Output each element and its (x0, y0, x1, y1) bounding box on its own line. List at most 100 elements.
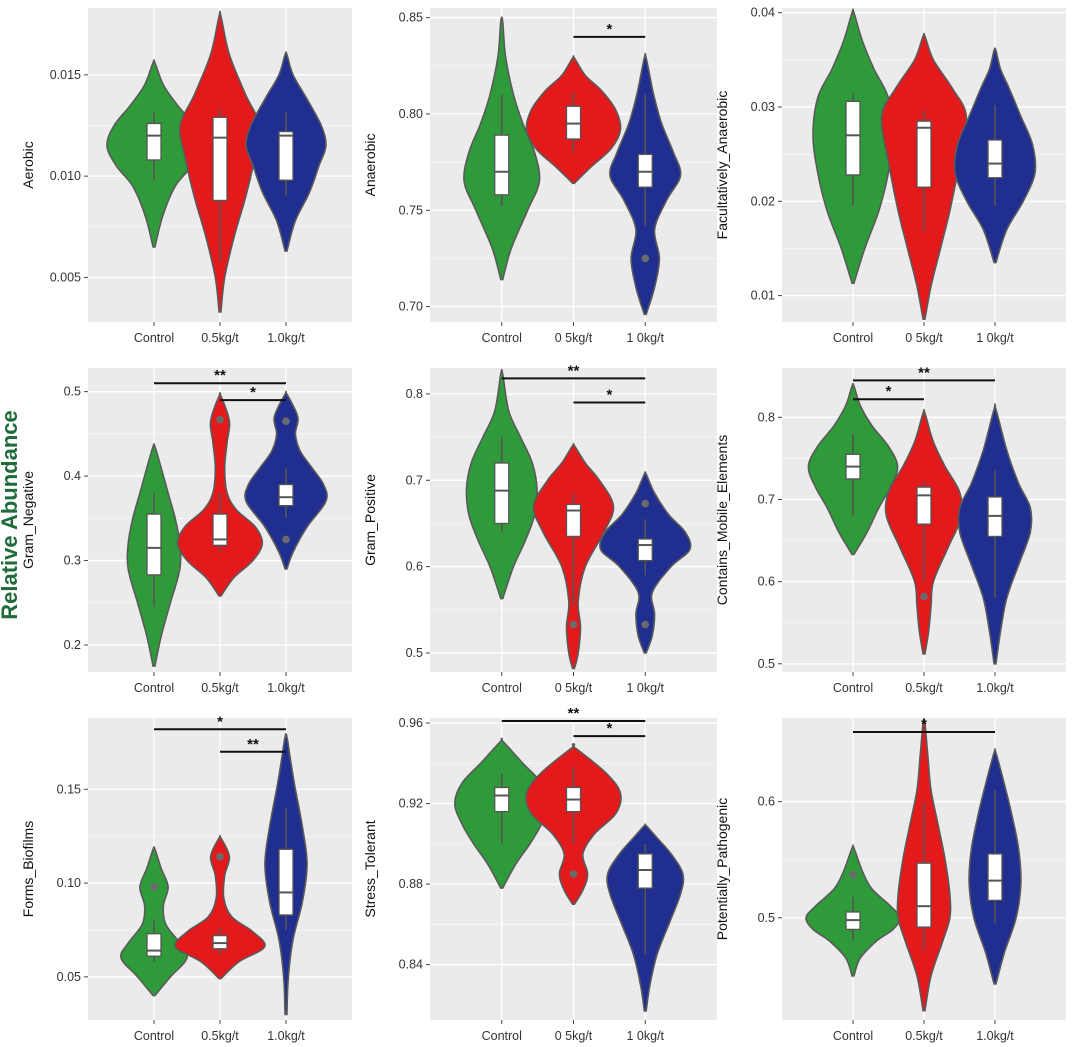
box-iqr (565, 503, 582, 538)
outlier-point (641, 499, 650, 508)
outlier-point (569, 620, 578, 629)
y-tick-label: 0.92 (399, 797, 423, 811)
x-tick-label: 1.0kg/t (267, 681, 305, 695)
x-tick-label: Control (482, 331, 522, 345)
y-tick-label: 0.02 (751, 194, 775, 208)
y-tick-label: 0.96 (399, 716, 423, 730)
y-tick-label: 0.88 (399, 877, 423, 891)
y-tick-label: 0.7 (406, 473, 423, 487)
y-tick-label: 0.75 (399, 203, 423, 217)
significance-label: ** (918, 364, 930, 381)
x-tick-label: Control (833, 1029, 873, 1043)
panel-potentially-pathogenic: 0.5 0.6 Control 0.5kg/t 1.0kg/t Potentially_P… (714, 716, 1066, 1043)
y-tick-label: 0.5 (406, 646, 423, 660)
x-tick-label: 1.0kg/t (976, 681, 1014, 695)
significance-label: * (886, 383, 892, 400)
x-tick-label: 0.5kg/t (905, 681, 943, 695)
box-iqr (278, 130, 294, 181)
box-iqr (212, 116, 228, 202)
significance-label: * (606, 720, 612, 737)
y-tick-label: 0.8 (758, 410, 775, 424)
y-tick-label: 0.10 (57, 876, 81, 890)
panel-forms-biofilms: 0.05 0.10 0.15 Control 0.5kg/t 1.0kg/t Forms_B… (20, 713, 352, 1043)
y-tick-label: 0.7 (758, 492, 775, 506)
box-iqr (146, 933, 162, 957)
x-tick-label: Control (833, 331, 873, 345)
box-iqr (146, 513, 162, 576)
x-tick-label: 0.5kg/t (201, 331, 239, 345)
x-tick-label: 0 5kg/t (555, 681, 593, 695)
y-axis-label: Anaerobic (362, 133, 378, 196)
y-axis-label: Aerobic (20, 141, 36, 188)
outlier-point (150, 883, 158, 891)
significance-label: ** (247, 736, 259, 753)
significance-label: ** (568, 362, 580, 379)
x-tick-label: Control (482, 1029, 522, 1043)
panel-gram-negative: 0.2 0.3 0.4 0.5 Control 0.5kg/t 1.0kg/t Gram_Ne… (20, 367, 352, 695)
y-tick-label: 0.5 (758, 911, 775, 925)
x-tick-label: Control (134, 681, 174, 695)
panel-facultatively-anaerobic: 0.01 0.02 0.03 0.04 Control 0 5kg/t 1 0kg/t Fac… (714, 6, 1066, 345)
y-tick-label: 0.5 (758, 657, 775, 671)
y-axis-label: Stress_Tolerant (362, 820, 378, 917)
outlier-point (849, 871, 857, 879)
box-iqr (916, 862, 932, 928)
significance-label: * (250, 384, 256, 401)
y-tick-label: 0.84 (399, 958, 423, 972)
y-axis-label: Forms_Biofilms (20, 821, 36, 917)
outlier-point (641, 620, 650, 629)
box-iqr (494, 786, 510, 813)
panel-aerobic: 0.005 0.010 0.015 Control 0.5kg/t 1.0kg/t Aero… (20, 8, 352, 345)
box-iqr (637, 538, 653, 562)
x-tick-label: 0 5kg/t (555, 331, 593, 345)
box-iqr (494, 134, 510, 196)
x-tick-label: Control (482, 681, 522, 695)
outlier-point (282, 535, 290, 544)
significance-label: * (606, 21, 612, 38)
y-tick-label: 0.6 (758, 575, 775, 589)
y-tick-label: 0.010 (50, 169, 81, 183)
panel-contains-mobile-elements: 0.5 0.6 0.7 0.8 Control 0.5kg/t 1.0kg/t Contain… (714, 364, 1066, 695)
panel-stress-tolerant: 0.84 0.88 0.92 0.96 Control 0 5kg/t 1 0kg/t Str… (362, 705, 717, 1043)
x-tick-label: 1.0kg/t (267, 1029, 305, 1043)
box-iqr (212, 513, 228, 546)
y-axis-label: Gram_Positive (362, 474, 378, 566)
y-tick-label: 0.6 (406, 560, 423, 574)
x-tick-label: 1.0kg/t (976, 1029, 1014, 1043)
outlier-point (282, 417, 290, 426)
y-tick-label: 0.2 (64, 638, 81, 652)
significance-label: * (921, 716, 927, 733)
violin-1 (174, 834, 266, 980)
box-iqr (278, 483, 294, 507)
significance-label: * (217, 713, 223, 730)
outlier-point (569, 870, 578, 878)
outlier-point (216, 853, 224, 861)
x-tick-label: Control (134, 1029, 174, 1043)
y-tick-label: 0.01 (751, 289, 775, 303)
x-tick-label: 1 0kg/t (626, 681, 664, 695)
y-tick-label: 0.015 (50, 68, 81, 82)
box-iqr (916, 486, 932, 525)
outlier-point (920, 592, 928, 601)
x-tick-label: 0.5kg/t (201, 681, 239, 695)
y-tick-label: 0.4 (64, 469, 81, 483)
outlier-point (641, 254, 650, 263)
y-tick-label: 0.5 (64, 385, 81, 399)
y-tick-label: 0.04 (751, 6, 775, 20)
outlier-point (216, 415, 224, 424)
y-tick-label: 0.15 (57, 782, 81, 796)
x-tick-label: Control (833, 681, 873, 695)
y-tick-label: 0.6 (758, 795, 775, 809)
y-axis-label: Potentially_Pathogenic (714, 798, 730, 940)
box-iqr (916, 120, 932, 188)
x-tick-label: 0 5kg/t (905, 331, 943, 345)
x-tick-label: 0.5kg/t (905, 1029, 943, 1043)
x-tick-label: Control (134, 331, 174, 345)
y-tick-label: 0.70 (399, 300, 423, 314)
y-axis-label: Facultatively_Anaerobic (714, 91, 730, 240)
box-iqr (146, 122, 162, 161)
y-axis-label: Gram_Negative (20, 471, 36, 569)
box-iqr (494, 462, 510, 525)
significance-label: ** (568, 705, 580, 722)
